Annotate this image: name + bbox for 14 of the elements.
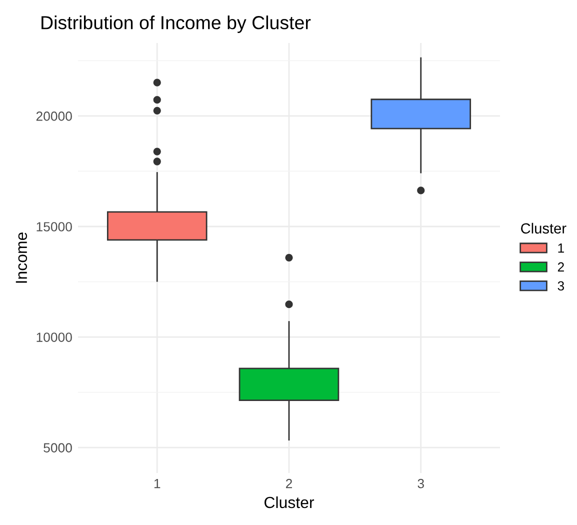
x-tick-label: 2 — [286, 478, 292, 488]
y-tick-label: 20000 — [36, 112, 72, 121]
legend-label: 3 — [558, 281, 564, 291]
y-tick-label: 15000 — [36, 222, 72, 232]
y-tick-label: 10000 — [36, 332, 72, 342]
chart-title: Distribution of Income by Cluster — [42, 16, 311, 33]
legend-label: 2 — [558, 262, 564, 272]
x-tick-label: 3 — [418, 478, 424, 488]
legend-title: Cluster — [521, 222, 566, 234]
y-tick-label: 5000 — [44, 443, 72, 452]
x-tick-label: 1 — [154, 479, 160, 488]
legend-label: 1 — [558, 244, 564, 253]
x-axis-title: Cluster — [264, 496, 314, 508]
y-axis-title: Income — [16, 232, 28, 283]
